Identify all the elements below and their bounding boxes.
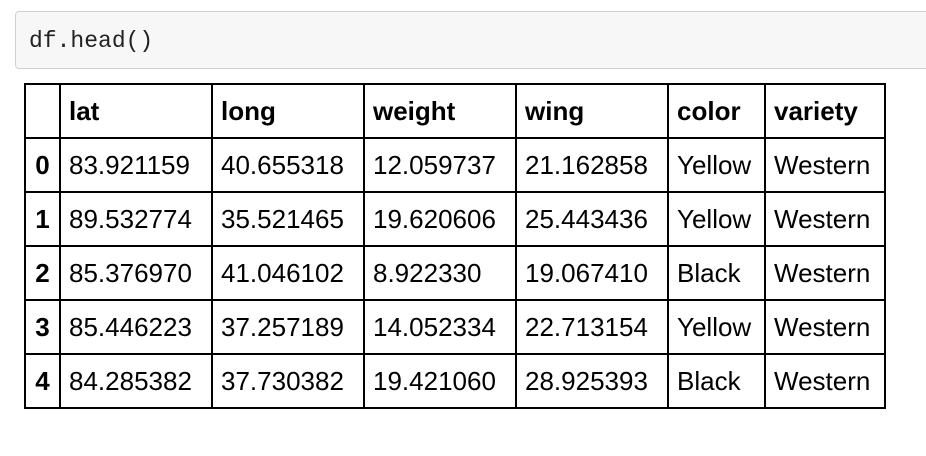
cell-color: Black	[667, 245, 766, 301]
cell-wing: 19.067410	[515, 245, 669, 301]
cell-weight: 19.421060	[363, 353, 517, 409]
cell-wing: 28.925393	[515, 353, 669, 409]
row-index: 2	[24, 245, 61, 301]
cell-variety: Western	[764, 353, 886, 409]
header-index	[24, 83, 61, 139]
cell-lat: 84.285382	[59, 353, 213, 409]
code-text: df.head()	[29, 28, 154, 54]
header-variety: variety	[764, 83, 886, 139]
header-lat: lat	[59, 83, 213, 139]
cell-weight: 14.052334	[363, 299, 517, 355]
dataframe-table: lat long weight wing color variety 0 83.…	[24, 83, 886, 409]
cell-variety: Western	[764, 299, 886, 355]
cell-long: 37.257189	[211, 299, 365, 355]
cell-long: 41.046102	[211, 245, 365, 301]
row-index: 1	[24, 191, 61, 247]
cell-variety: Western	[764, 191, 886, 247]
table-row: 4 84.285382 37.730382 19.421060 28.92539…	[24, 353, 886, 409]
cell-long: 35.521465	[211, 191, 365, 247]
cell-lat: 85.376970	[59, 245, 213, 301]
cell-color: Black	[667, 353, 766, 409]
code-cell-input[interactable]: df.head()	[15, 11, 926, 69]
cell-color: Yellow	[667, 137, 766, 193]
table-row: 0 83.921159 40.655318 12.059737 21.16285…	[24, 137, 886, 193]
row-index: 0	[24, 137, 61, 193]
table-row: 2 85.376970 41.046102 8.922330 19.067410…	[24, 245, 886, 301]
cell-weight: 8.922330	[363, 245, 517, 301]
cell-color: Yellow	[667, 299, 766, 355]
cell-weight: 12.059737	[363, 137, 517, 193]
header-long: long	[211, 83, 365, 139]
cell-wing: 25.443436	[515, 191, 669, 247]
cell-long: 40.655318	[211, 137, 365, 193]
cell-long: 37.730382	[211, 353, 365, 409]
cell-variety: Western	[764, 245, 886, 301]
row-index: 3	[24, 299, 61, 355]
cell-lat: 89.532774	[59, 191, 213, 247]
cell-lat: 85.446223	[59, 299, 213, 355]
cell-wing: 22.713154	[515, 299, 669, 355]
cell-lat: 83.921159	[59, 137, 213, 193]
table-row: 1 89.532774 35.521465 19.620606 25.44343…	[24, 191, 886, 247]
row-index: 4	[24, 353, 61, 409]
cell-variety: Western	[764, 137, 886, 193]
header-weight: weight	[363, 83, 517, 139]
cell-wing: 21.162858	[515, 137, 669, 193]
header-wing: wing	[515, 83, 669, 139]
header-color: color	[667, 83, 766, 139]
cell-weight: 19.620606	[363, 191, 517, 247]
table-row: 3 85.446223 37.257189 14.052334 22.71315…	[24, 299, 886, 355]
table-header-row: lat long weight wing color variety	[24, 83, 886, 139]
cell-color: Yellow	[667, 191, 766, 247]
